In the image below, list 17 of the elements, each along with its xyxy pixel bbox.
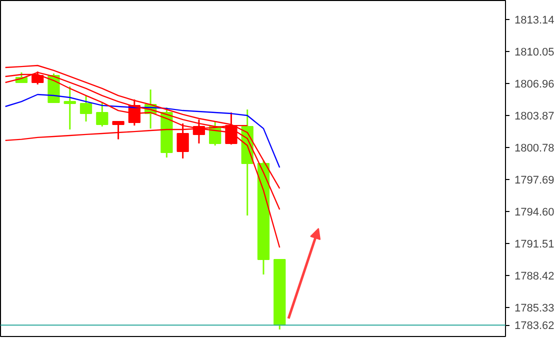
line-series bbox=[4, 64, 280, 190]
y-tick-label: 1785.33 bbox=[514, 302, 554, 314]
line-series bbox=[4, 94, 280, 168]
y-tick-label: 1803.87 bbox=[514, 110, 554, 122]
y-tick-label: 1813.14 bbox=[514, 14, 554, 27]
candlestick bbox=[96, 102, 108, 128]
candlestick bbox=[64, 86, 76, 130]
candlestick bbox=[80, 94, 92, 122]
y-tick-label: 1791.51 bbox=[514, 238, 554, 250]
ref-line-label: 1783.62 bbox=[514, 320, 554, 332]
y-tick-label: 1806.96 bbox=[514, 78, 554, 91]
y-tick-label: 1810.05 bbox=[514, 46, 554, 59]
y-tick-label: 1797.69 bbox=[514, 174, 554, 186]
y-tick-label: 1788.42 bbox=[514, 270, 554, 282]
line-series bbox=[4, 74, 280, 248]
y-tick-label: 1794.60 bbox=[514, 206, 554, 218]
y-tick-label: 1800.78 bbox=[514, 142, 554, 154]
